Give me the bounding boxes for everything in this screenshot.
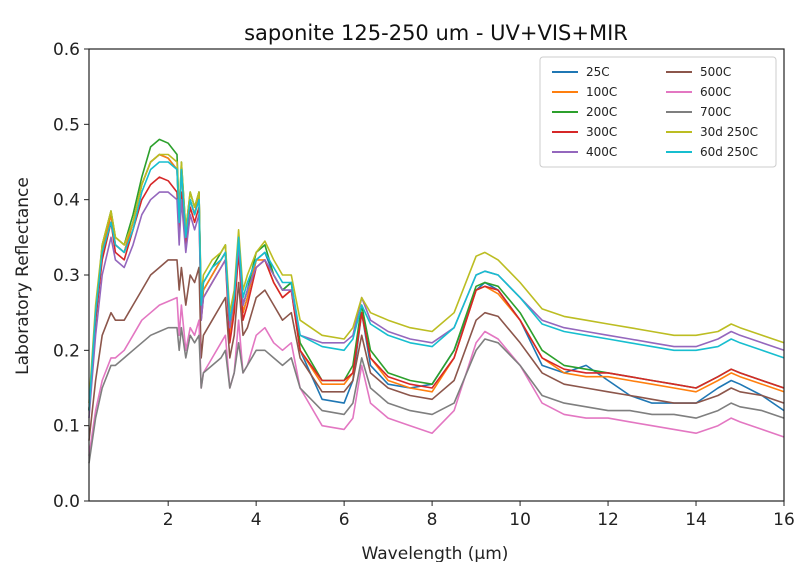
- plot-area: 2 4 6 8 10 12 14 16 0.0 0.1 0.2 0.3 0.4 0.5 0.6: [53, 40, 795, 530]
- y-axis-title: Laboratory Reflectance: [13, 177, 33, 375]
- series-line-60d-250c: [88, 161, 785, 411]
- series-line-100c: [88, 153, 785, 411]
- y-tick-label: 0.1: [53, 417, 80, 437]
- y-tick-label: 0.5: [53, 115, 80, 135]
- legend-label: 500C: [700, 65, 731, 79]
- series-line-300c: [88, 176, 785, 411]
- y-tick-label: 0.4: [53, 191, 80, 211]
- x-tick-label: 16: [773, 510, 795, 530]
- legend-label: 30d 250C: [700, 125, 758, 139]
- series-line-25c: [88, 153, 785, 412]
- legend-label: 400C: [586, 145, 617, 159]
- y-tick-label: 0.2: [53, 341, 80, 361]
- x-tick-label: 12: [597, 510, 619, 530]
- legend-label: 200C: [586, 105, 617, 119]
- x-tick-label: 6: [339, 510, 350, 530]
- series-line-30d-250c: [88, 153, 785, 404]
- x-tick-label: 4: [251, 510, 262, 530]
- series-line-600c: [88, 296, 785, 456]
- legend-label: 25C: [586, 65, 610, 79]
- chart-title: saponite 125-250 um - UV+VIS+MIR: [244, 21, 628, 45]
- x-axis-title: Wavelength (μm): [362, 544, 509, 562]
- legend-label: 700C: [700, 105, 731, 119]
- series-line-700c: [88, 326, 785, 464]
- legend-box: [539, 56, 777, 168]
- y-tick-label: 0.3: [53, 266, 80, 286]
- x-tick-label: 8: [427, 510, 438, 530]
- series-line-400c: [88, 191, 785, 419]
- series-line-500c: [88, 259, 785, 441]
- legend-label: 600C: [700, 85, 731, 99]
- y-tick-label: 0.0: [53, 492, 80, 512]
- x-tick-label: 2: [163, 510, 174, 530]
- legend-label: 60d 250C: [700, 145, 758, 159]
- x-tick-label: 14: [685, 510, 707, 530]
- legend: 25C 100C 200C 300C 400C 500C 600C 700C 30d 250C 6…: [539, 56, 777, 168]
- y-tick-label: 0.6: [53, 40, 80, 60]
- series-line-200c: [88, 138, 785, 411]
- legend-label: 300C: [586, 125, 617, 139]
- legend-label: 100C: [586, 85, 617, 99]
- x-tick-label: 10: [509, 510, 531, 530]
